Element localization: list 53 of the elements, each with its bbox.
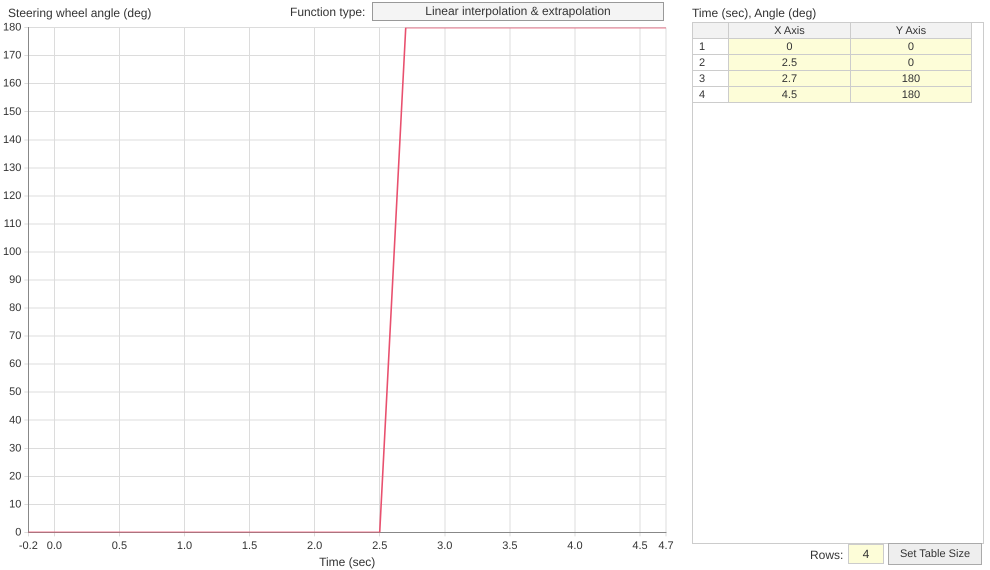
text: Function type: bbox=[290, 5, 366, 19]
text: 1 bbox=[692, 38, 728, 54]
y-tick-label: 140 bbox=[2, 134, 22, 146]
rows-field: 4 bbox=[848, 544, 884, 564]
x-tick-label: 4.5 bbox=[632, 540, 648, 552]
y-tick-label: 130 bbox=[2, 162, 22, 174]
y-tick-label: 70 bbox=[9, 330, 22, 342]
y-tick-label: 20 bbox=[9, 470, 22, 482]
text: 2.7 bbox=[728, 70, 850, 86]
y-tick-label: 40 bbox=[9, 414, 22, 426]
text: 4.5 bbox=[728, 86, 850, 102]
x-tick-label: 4.7 bbox=[658, 540, 674, 552]
y-tick-label: 10 bbox=[9, 498, 22, 510]
x-tick-label: 2.5 bbox=[372, 540, 388, 552]
text: Rows: bbox=[810, 548, 844, 562]
x-tick-label: 1.0 bbox=[176, 540, 192, 552]
text: 0 bbox=[850, 54, 972, 70]
text: 2 bbox=[692, 54, 728, 70]
y-tick-label: 50 bbox=[9, 386, 22, 398]
y-tick-label: 110 bbox=[4, 218, 22, 230]
y-tick-label: 180 bbox=[2, 22, 22, 34]
x-tick-label: 2.0 bbox=[306, 540, 322, 552]
text: 180 bbox=[850, 86, 972, 102]
y-tick-label: 30 bbox=[9, 442, 22, 454]
text: 2.5 bbox=[728, 54, 850, 70]
y-tick-label: 0 bbox=[15, 526, 22, 538]
y-tick-label: 60 bbox=[9, 358, 22, 370]
text: 0 bbox=[728, 38, 850, 54]
text: X Axis bbox=[728, 22, 850, 38]
y-tick-label: 150 bbox=[2, 106, 22, 118]
text: 4 bbox=[692, 86, 728, 102]
x-tick-label: 0.5 bbox=[112, 540, 128, 552]
y-axis-title: Steering wheel angle (deg) bbox=[8, 6, 152, 20]
y-tick-label: 160 bbox=[2, 78, 22, 90]
x-tick-label: 3.5 bbox=[502, 540, 518, 552]
x-tick-label: 1.5 bbox=[242, 540, 258, 552]
text: 180 bbox=[850, 70, 972, 86]
x-tick-label: 3.0 bbox=[437, 540, 452, 552]
x-tick-label: 4.0 bbox=[567, 540, 583, 552]
text: Y Axis bbox=[850, 22, 972, 38]
y-tick-label: 80 bbox=[9, 302, 22, 314]
x-axis-title: Time (sec) bbox=[319, 555, 376, 570]
text: Time (sec), Angle (deg) bbox=[692, 6, 816, 20]
y-tick-label: 120 bbox=[2, 190, 22, 202]
y-tick-label: 100 bbox=[2, 246, 22, 258]
text: 3 bbox=[692, 70, 728, 86]
y-tick-label: 170 bbox=[2, 50, 22, 62]
y-tick-label: 90 bbox=[9, 274, 22, 286]
x-tick-label: -0.2 bbox=[18, 540, 38, 552]
set-size-button: Set Table Size bbox=[888, 543, 982, 565]
x-tick-label: 0.0 bbox=[46, 540, 62, 552]
text: 0 bbox=[850, 38, 972, 54]
dropdown-field: Linear interpolation & extrapolation bbox=[372, 2, 664, 21]
